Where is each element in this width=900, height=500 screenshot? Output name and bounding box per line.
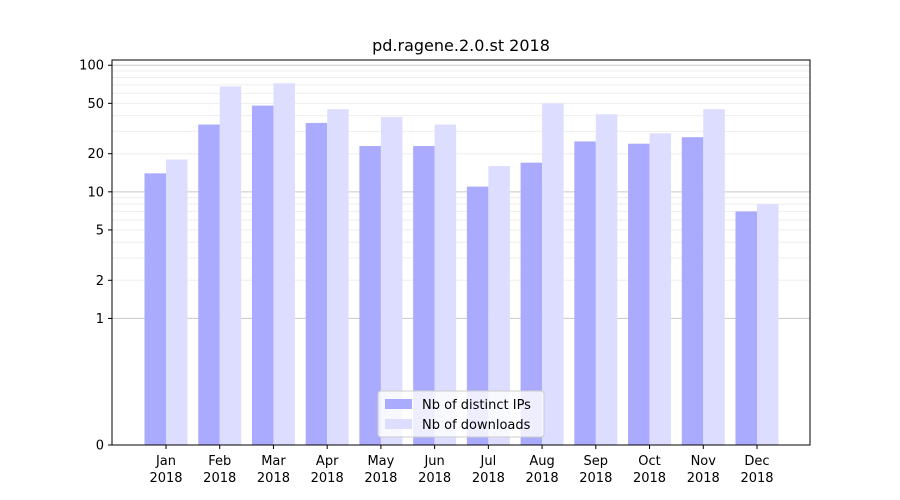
x-tick-label-month: Aug bbox=[529, 454, 554, 469]
x-tick-label-month: Dec bbox=[744, 454, 769, 469]
chart-title: pd.ragene.2.0.st 2018 bbox=[372, 36, 550, 55]
bar-downloads-mar bbox=[273, 83, 295, 445]
x-tick-label-month: Sep bbox=[584, 454, 609, 469]
legend: Nb of distinct IPs Nb of downloads bbox=[377, 390, 545, 438]
y-tick-label: 100 bbox=[79, 59, 104, 74]
x-tick-label-year: 2018 bbox=[418, 471, 451, 486]
x-tick-label-year: 2018 bbox=[203, 471, 236, 486]
plot-frame bbox=[111, 59, 811, 446]
x-tick-label-month: Jan bbox=[155, 454, 176, 469]
x-tick-label-month: Feb bbox=[208, 454, 231, 469]
bar-distinct-ips-feb bbox=[198, 124, 220, 445]
bar-downloads-nov bbox=[703, 109, 725, 446]
bar-downloads-may bbox=[380, 117, 403, 446]
x-ticks: Jan 2018 Feb 2018 Mar 2018 Apr 2018 May 2018 Jun 20… bbox=[149, 445, 774, 486]
bar-downloads-aug bbox=[542, 103, 564, 445]
bar-downloads-apr bbox=[327, 109, 349, 446]
x-tick-label-year: 2018 bbox=[364, 471, 397, 486]
legend-label: Nb of downloads bbox=[422, 418, 531, 433]
x-tick-label-month: Apr bbox=[316, 454, 339, 469]
x-tick-label-year: 2018 bbox=[687, 471, 720, 486]
x-tick-label-month: Nov bbox=[691, 454, 717, 469]
y-tick-label: 10 bbox=[87, 185, 104, 200]
x-tick-label-year: 2018 bbox=[526, 471, 559, 486]
bar-downloads-oct bbox=[649, 133, 672, 445]
bar-distinct-ips-may bbox=[359, 146, 381, 445]
y-ticks: 0 1 2 5 10 20 50 100 bbox=[79, 59, 112, 454]
x-tick-label-year: 2018 bbox=[149, 471, 182, 486]
x-tick-label-month: Jul bbox=[480, 454, 497, 469]
bar-distinct-ips-jul bbox=[466, 186, 489, 446]
bar-distinct-ips-sep bbox=[574, 141, 596, 445]
bar-distinct-ips-mar bbox=[251, 105, 274, 446]
bar-distinct-ips-oct bbox=[628, 143, 650, 445]
bar-distinct-ips-jan bbox=[144, 173, 166, 445]
bar-downloads-feb bbox=[219, 86, 242, 445]
axes bbox=[111, 59, 811, 446]
bar-downloads-jun bbox=[434, 124, 457, 445]
legend-swatch bbox=[385, 399, 412, 409]
bar-distinct-ips-nov bbox=[681, 137, 704, 446]
bar-distinct-ips-aug bbox=[520, 162, 543, 445]
legend-label: Nb of distinct IPs bbox=[422, 398, 531, 413]
bar-downloads-jul bbox=[488, 165, 510, 446]
y-tick-label: 0 bbox=[96, 439, 104, 454]
y-tick-label: 5 bbox=[96, 223, 104, 238]
x-tick-label-month: Jun bbox=[423, 454, 444, 469]
bar-distinct-ips-jun bbox=[413, 146, 435, 445]
bar-downloads-jan bbox=[166, 159, 188, 445]
x-tick-label-year: 2018 bbox=[472, 471, 505, 486]
bar-distinct-ips-dec bbox=[735, 211, 757, 445]
legend-box bbox=[377, 390, 545, 438]
x-tick-label-year: 2018 bbox=[633, 471, 666, 486]
bar-distinct-ips-apr bbox=[305, 122, 328, 445]
x-tick-label-year: 2018 bbox=[579, 471, 612, 486]
y-tick-label: 2 bbox=[96, 274, 104, 289]
x-tick-label-year: 2018 bbox=[257, 471, 290, 486]
y-tick-label: 20 bbox=[87, 147, 104, 162]
x-tick-label-year: 2018 bbox=[311, 471, 344, 486]
x-tick-label-year: 2018 bbox=[740, 471, 773, 486]
y-tick-label: 1 bbox=[96, 312, 104, 327]
legend-swatch bbox=[385, 419, 412, 429]
bar-downloads-sep bbox=[595, 114, 618, 445]
bars bbox=[144, 83, 779, 446]
bar-downloads-dec bbox=[757, 204, 779, 445]
x-tick-label-month: May bbox=[367, 454, 394, 469]
x-tick-label-month: Oct bbox=[638, 454, 660, 469]
x-tick-label-month: Mar bbox=[261, 454, 286, 469]
y-tick-label: 50 bbox=[87, 97, 104, 112]
